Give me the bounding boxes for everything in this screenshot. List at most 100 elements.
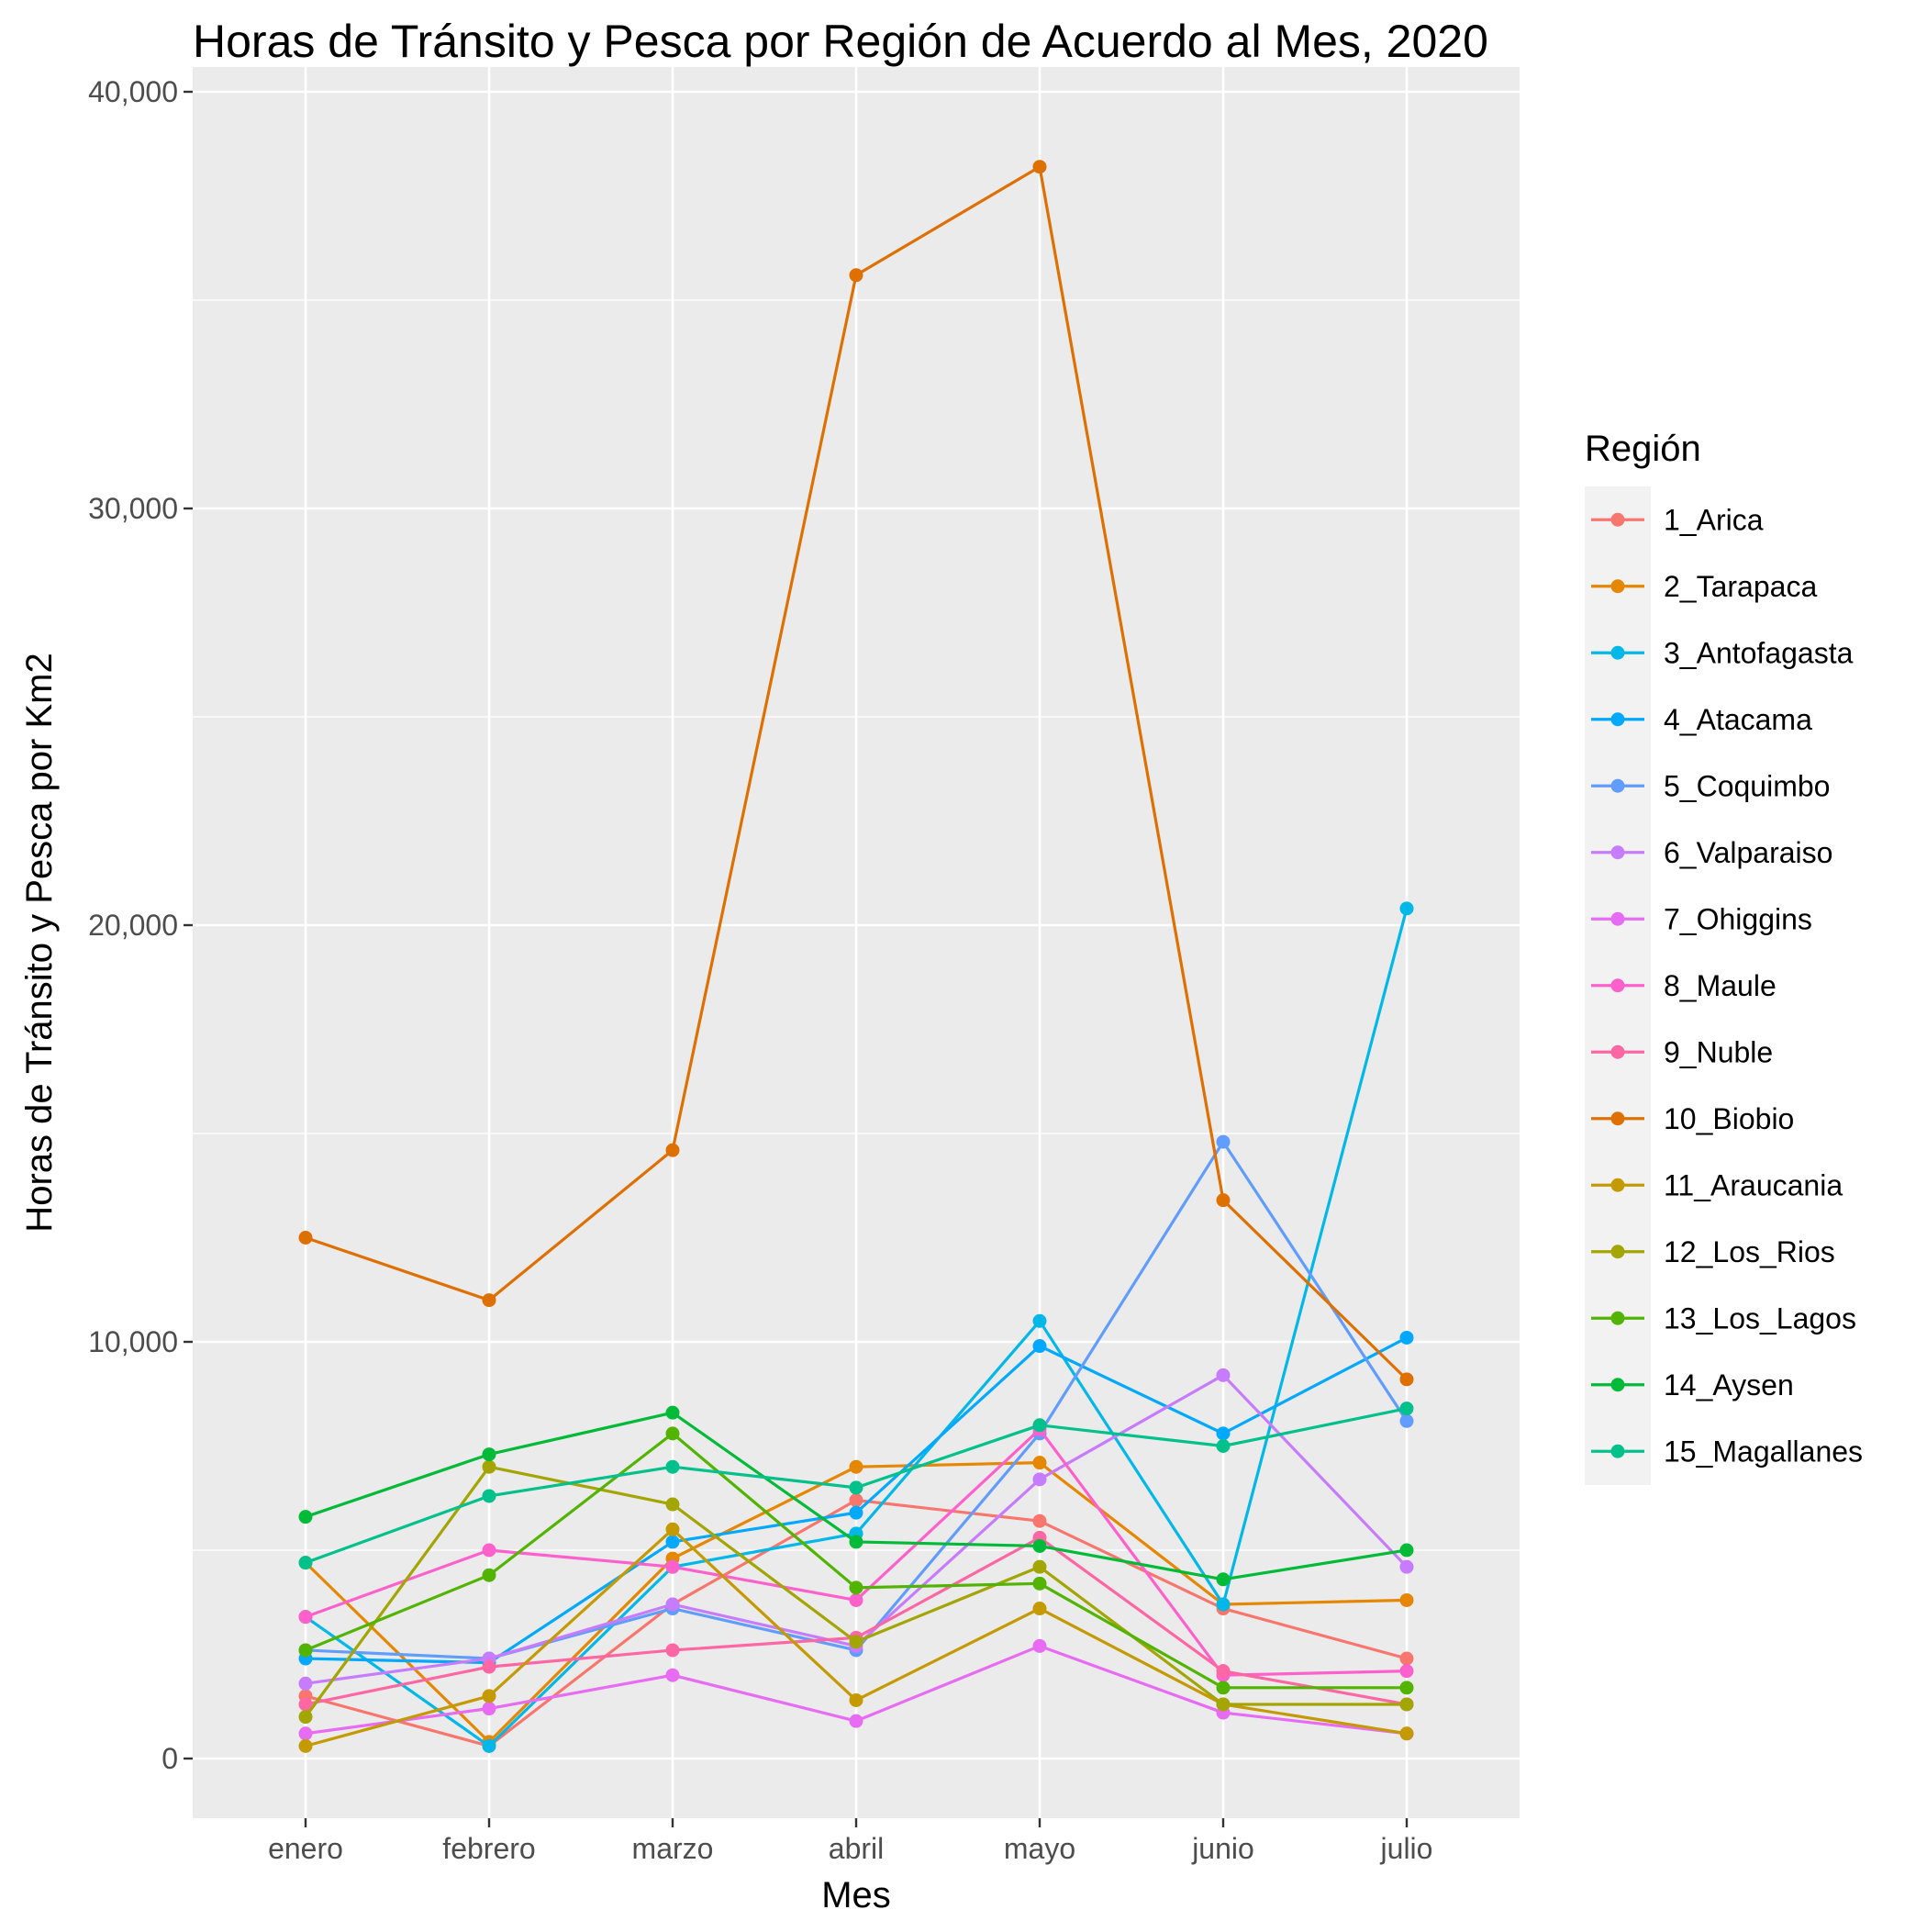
- data-point: [849, 1459, 863, 1474]
- data-point: [665, 1643, 680, 1658]
- data-point: [665, 1405, 680, 1420]
- data-point: [1216, 1368, 1231, 1382]
- data-point: [1216, 1697, 1231, 1712]
- y-axis-title: Horas de Tránsito y Pesca por Km2: [19, 653, 60, 1232]
- data-point: [849, 1714, 863, 1728]
- legend-label: 1_Arica: [1664, 503, 1764, 536]
- data-point: [849, 1692, 863, 1707]
- legend-key-point: [1610, 1178, 1625, 1192]
- x-tick-label: abril: [829, 1832, 884, 1865]
- data-point: [1399, 1726, 1414, 1741]
- data-point: [1216, 1572, 1231, 1587]
- data-point: [1399, 1402, 1414, 1416]
- data-point: [665, 1143, 680, 1157]
- legend-item: 8_Maule: [1591, 969, 1777, 1002]
- data-point: [1216, 1439, 1231, 1453]
- legend-label: 12_Los_Rios: [1664, 1235, 1835, 1268]
- y-tick-label: 30,000: [88, 492, 178, 525]
- legend-title: Región: [1585, 429, 1701, 469]
- data-point: [1216, 1193, 1231, 1208]
- series-14_Aysen: [298, 1405, 1414, 1587]
- data-point: [298, 1710, 313, 1725]
- legend-label: 13_Los_Lagos: [1664, 1301, 1856, 1335]
- data-point: [1216, 1664, 1231, 1679]
- legend-item: 9_Nuble: [1591, 1035, 1773, 1068]
- legend-item: 15_Magallanes: [1591, 1435, 1863, 1468]
- legend-label: 7_Ohiggins: [1664, 902, 1812, 935]
- data-point: [298, 1556, 313, 1570]
- x-tick-label: marzo: [632, 1832, 714, 1865]
- x-tick-label: julio: [1380, 1832, 1433, 1865]
- data-point: [1032, 1472, 1047, 1487]
- data-point: [849, 1592, 863, 1607]
- data-point: [1032, 1559, 1047, 1574]
- legend-label: 11_Araucania: [1664, 1168, 1843, 1201]
- legend-key-point: [1610, 1111, 1625, 1126]
- data-point: [298, 1231, 313, 1245]
- data-point: [1399, 1681, 1414, 1695]
- data-point: [1399, 1697, 1414, 1712]
- data-point: [298, 1510, 313, 1524]
- legend-item: 10_Biobio: [1591, 1102, 1794, 1135]
- data-point: [482, 1738, 496, 1753]
- legend-key-point: [1610, 978, 1625, 993]
- legend-label: 15_Magallanes: [1664, 1435, 1863, 1468]
- data-point: [849, 1635, 863, 1649]
- legend-label: 9_Nuble: [1664, 1035, 1773, 1068]
- legend-key-point: [1610, 712, 1625, 727]
- data-point: [482, 1659, 496, 1674]
- data-point: [298, 1610, 313, 1625]
- legend-key-point: [1610, 1245, 1625, 1259]
- legend-key-point: [1610, 911, 1625, 926]
- data-point: [1216, 1426, 1231, 1441]
- data-point: [849, 1480, 863, 1495]
- x-axis-title: Mes: [821, 1875, 891, 1915]
- y-tick-label: 40,000: [88, 75, 178, 108]
- series-12_Los_Rios: [298, 1459, 1414, 1725]
- data-point: [849, 1535, 863, 1549]
- legend-key-point: [1610, 1311, 1625, 1325]
- data-point: [482, 1568, 496, 1582]
- data-point: [1032, 1313, 1047, 1328]
- data-point: [482, 1459, 496, 1474]
- data-point: [665, 1535, 680, 1549]
- legend-label: 8_Maule: [1664, 969, 1777, 1002]
- data-point: [482, 1689, 496, 1703]
- legend-key-point: [1610, 1444, 1625, 1458]
- legend-item: 12_Los_Rios: [1591, 1235, 1835, 1268]
- data-point: [849, 1505, 863, 1520]
- data-point: [1032, 1418, 1047, 1433]
- data-point: [1399, 901, 1414, 916]
- data-point: [1032, 1538, 1047, 1553]
- legend-key-point: [1610, 1044, 1625, 1059]
- data-point: [849, 268, 863, 283]
- x-tick-label: febrero: [442, 1832, 535, 1865]
- data-point: [482, 1447, 496, 1462]
- legend-label: 10_Biobio: [1664, 1102, 1794, 1135]
- data-point: [1216, 1597, 1231, 1612]
- data-point: [849, 1493, 863, 1508]
- data-point: [1032, 160, 1047, 174]
- data-point: [482, 1489, 496, 1503]
- data-point: [1399, 1651, 1414, 1666]
- legend-item: 4_Atacama: [1591, 703, 1812, 736]
- legend-key-point: [1610, 645, 1625, 660]
- data-point: [1032, 1602, 1047, 1616]
- data-point: [665, 1559, 680, 1574]
- data-point: [482, 1293, 496, 1308]
- legend-item: 13_Los_Lagos: [1591, 1301, 1856, 1335]
- legend-key-point: [1610, 579, 1625, 594]
- data-point: [665, 1668, 680, 1682]
- legend-label: 5_Coquimbo: [1664, 769, 1830, 802]
- data-point: [1032, 1339, 1047, 1354]
- series-13_Los_Lagos: [298, 1426, 1414, 1695]
- data-point: [1399, 1592, 1414, 1607]
- series-layer: [298, 160, 1414, 1753]
- legend-key-point: [1610, 778, 1625, 793]
- data-point: [298, 1738, 313, 1753]
- data-point: [298, 1726, 313, 1741]
- y-tick-label: 0: [162, 1742, 178, 1775]
- data-point: [1399, 1372, 1414, 1387]
